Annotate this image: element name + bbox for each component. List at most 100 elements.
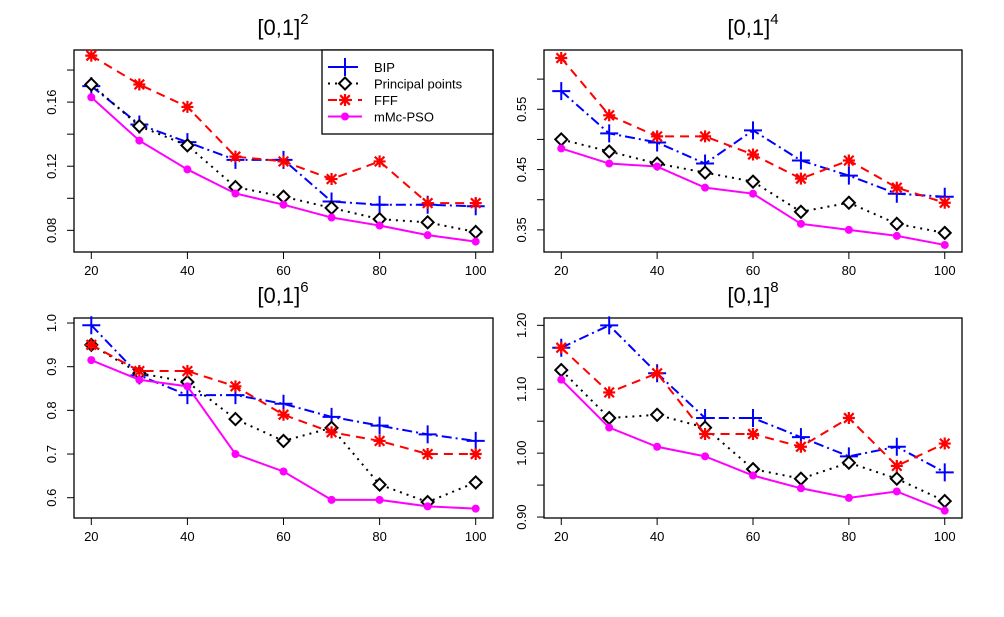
- data-point: [423, 231, 432, 240]
- data-point: [373, 155, 386, 168]
- legend-box: [321, 49, 494, 135]
- data-point: [131, 118, 147, 134]
- data-point: [279, 200, 288, 209]
- series-mmc-pso: [87, 356, 480, 513]
- data-point: [887, 437, 906, 456]
- data-point: [87, 356, 96, 365]
- data-point: [744, 121, 762, 140]
- data-point: [745, 174, 761, 190]
- x-tick-label: 40: [650, 263, 664, 278]
- y-tick-label: 0.6: [44, 489, 59, 507]
- series-line: [90, 85, 476, 208]
- data-point: [375, 495, 384, 504]
- data-point: [133, 365, 146, 378]
- data-point: [699, 427, 712, 440]
- panel-2: [0,1]4 20 40 60 80 100 0.35 0.45 0.55: [514, 11, 963, 278]
- series-mmc-pso: [557, 144, 949, 249]
- data-point: [651, 130, 664, 143]
- data-point: [701, 452, 710, 461]
- data-point: [892, 231, 901, 240]
- data-point: [890, 459, 903, 472]
- data-point: [890, 181, 903, 194]
- data-point: [603, 109, 616, 122]
- panel-title-exponent: 8: [770, 279, 778, 296]
- data-point: [600, 316, 619, 335]
- panel-3: [0,1]6 20 40 60 80 100 0.6 0.7 0.8 0.9 1.0: [44, 279, 494, 544]
- panel-4: [0,1]8 20 40 60 80 100 0.90 1.00 1.10 1.20: [514, 279, 963, 544]
- data-point: [231, 450, 240, 459]
- data-point: [744, 409, 762, 427]
- panel-title: [0,1]8: [727, 279, 778, 308]
- data-point: [469, 197, 482, 210]
- x-tick-label: 80: [842, 263, 856, 278]
- x-tick-label: 80: [372, 263, 386, 278]
- data-point: [747, 427, 759, 440]
- x-tick-label: 20: [554, 529, 568, 544]
- data-point: [279, 467, 288, 476]
- data-point: [135, 375, 144, 384]
- data-point: [133, 78, 146, 91]
- data-point: [179, 137, 195, 153]
- x-tick-label: 20: [554, 263, 568, 278]
- data-point: [421, 197, 434, 210]
- data-point: [135, 136, 144, 145]
- data-point: [841, 455, 857, 471]
- x-tick-label: 60: [276, 529, 290, 544]
- data-point: [938, 196, 951, 209]
- series-fff: [85, 338, 482, 461]
- y-tick-label: 1.20: [514, 313, 529, 338]
- data-point: [229, 380, 242, 393]
- panel-title-exponent: 2: [300, 11, 308, 28]
- data-point: [649, 407, 665, 423]
- data-point: [794, 440, 807, 453]
- data-point: [653, 442, 662, 451]
- data-point: [555, 52, 568, 65]
- panel-title: [0,1]6: [257, 279, 308, 308]
- x-tick-label: 60: [746, 529, 760, 544]
- data-point: [701, 183, 710, 192]
- data-point: [327, 213, 336, 222]
- legend-label: mMc-PSO: [374, 110, 434, 125]
- data-point: [183, 382, 192, 391]
- data-point: [796, 484, 805, 493]
- data-point: [325, 173, 338, 186]
- data-point: [229, 150, 242, 163]
- data-point: [373, 434, 386, 447]
- x-tick-label: 80: [372, 529, 386, 544]
- data-point: [418, 425, 437, 444]
- data-point: [228, 411, 243, 427]
- y-tick-label: 0.90: [514, 504, 529, 529]
- x-tick-label: 100: [465, 529, 487, 544]
- series-fff: [85, 49, 482, 210]
- x-tick-label: 100: [465, 263, 487, 278]
- legend-marker: [339, 94, 351, 106]
- data-point: [277, 155, 290, 168]
- series-mmc-pso: [87, 93, 480, 246]
- data-point: [557, 375, 566, 384]
- data-point: [370, 195, 389, 214]
- data-point: [842, 154, 855, 167]
- data-point: [791, 151, 810, 170]
- y-tick-label: 0.55: [514, 97, 529, 122]
- legend-label: BIP: [374, 60, 395, 75]
- data-point: [423, 502, 432, 511]
- data-point: [181, 365, 194, 378]
- y-tick-label: 0.8: [44, 401, 59, 419]
- data-point: [85, 338, 98, 351]
- panel-title: [0,1]4: [727, 11, 778, 40]
- data-point: [231, 189, 240, 198]
- data-point: [749, 189, 757, 198]
- data-point: [940, 240, 949, 249]
- data-point: [421, 448, 434, 461]
- data-point: [699, 130, 712, 143]
- series-mmc-pso: [557, 375, 949, 515]
- data-point: [935, 463, 954, 482]
- data-point: [375, 221, 384, 230]
- data-point: [605, 423, 614, 432]
- data-point: [85, 49, 98, 62]
- x-tick-label: 40: [180, 529, 194, 544]
- data-point: [468, 474, 484, 490]
- y-tick-label: 1.00: [514, 440, 529, 465]
